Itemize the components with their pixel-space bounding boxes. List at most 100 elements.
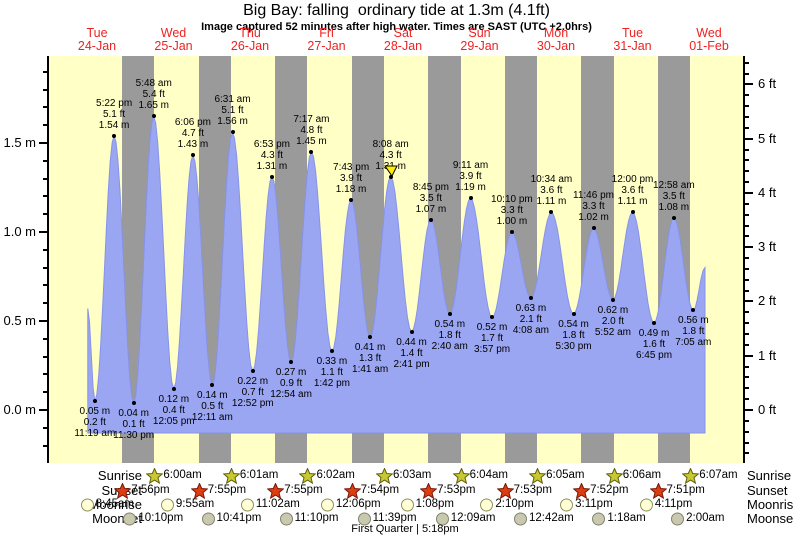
right-axis-tick [745,441,749,444]
astro-event-time: 7:51pm [666,484,705,496]
right-axis-tick [745,278,749,281]
tide-point-dot [250,368,255,373]
tide-point-dot [269,174,274,179]
right-axis-tick [745,267,749,270]
left-axis-tick [43,391,47,394]
left-axis-tick [39,409,47,411]
sunset-star-icon [496,483,514,499]
tide-point-dot [190,153,195,158]
tide-label-line: 1.65 m [138,100,170,112]
tide-label-line: 0.54 m [558,318,589,330]
chart-title: Big Bay: falling ordinary tide at 1.3m (… [243,2,550,19]
moonrise-circle-icon [560,498,574,512]
moonset-circle-icon [123,512,137,526]
tide-label-line: 1.07 m [415,203,447,215]
tide-point-dot [447,311,452,316]
tide-label-line: 1.18 m [335,183,367,195]
right-axis-tick-label: 1 ft [758,347,777,363]
day-date: 29-Jan [460,38,499,53]
tide-label-line: 3.6 ft [540,185,563,197]
astro-row-label-left: Sunrise [97,468,142,483]
right-axis-tick [745,398,749,401]
left-axis-tick [43,373,47,376]
right-axis-tick [745,181,749,184]
left-axis-tick [43,248,47,251]
tide-point-dot [691,308,696,313]
tide-label-line: 3.9 ft [459,171,482,183]
left-axis-tick [43,177,47,180]
tide-label-line: 11:30 pm [113,429,155,441]
tide-label-line: 3.3 ft [500,205,524,216]
tide-label-line: 8:45 pm [412,181,449,193]
tide-label-line: 4.3 ft [379,149,402,161]
tide-point-dot [309,149,314,154]
low-tide-label: 0.62 m 2.0 ft 5:52 am [571,305,655,338]
moonrise-circle-icon [320,498,334,512]
tide-label-line: 1.3 ft [358,353,382,365]
tide-point-dot [591,226,596,231]
chart-subtitle: Image captured 52 minutes after high wat… [201,21,592,33]
astro-event-time: 8:45am [95,498,134,510]
tide-label-line: 1.00 m [496,216,528,227]
tide-point-dot [652,320,657,325]
astro-event-time: 10:10pm [138,512,184,524]
tide-label-line: 1.43 m [177,139,209,151]
tide-point-dot [171,386,176,391]
tide-label-line: 3.5 ft [662,190,685,202]
tide-point-dot [490,315,495,320]
astro-event-time: 6:06am [622,469,662,481]
tide-label-line: 0.52 m [476,322,508,334]
astro-event-time: 10:41pm [216,512,262,524]
astro-event-time: 7:55pm [207,484,247,496]
left-axis-tick [43,70,47,73]
tide-point-dot [528,295,533,300]
tide-curve [87,114,706,434]
tide-point-dot [630,210,635,215]
day-date: 30-Jan [536,38,576,53]
tide-label-line: 0.49 m [638,327,670,339]
day-date: 31-Jan [613,38,652,53]
right-axis-tick [745,322,749,325]
astro-event-time: 9:55am [175,498,215,510]
tide-label-line: 12:54 am [270,388,312,400]
day-label: Thu 26-Jan [231,27,269,52]
right-axis-tick [745,224,749,227]
moon-phase-text: First Quarter | 5:18pm [351,523,459,535]
right-axis-tick [745,257,749,260]
tide-label-line: 0.63 m [515,302,547,314]
astro-event-time: 12:42am [528,512,574,524]
right-axis-tick [745,213,749,216]
left-axis-tick [43,124,47,127]
tide-label-line: 1:42 pm [313,378,350,390]
astro-event-time: 7:55pm [284,484,323,496]
right-axis-tick [745,300,753,303]
left-axis-tick [43,337,47,340]
day-name: Tue [86,26,108,40]
right-axis-tick-label: 5 ft [758,130,777,146]
tide-point-dot [368,335,373,340]
day-date: 24-Jan [77,38,117,53]
high-tide-label: 5:22 pm 5.1 ft 1.54 m [72,98,156,131]
right-axis-tick-label: 4 ft [758,184,777,200]
day-name: Sat [393,26,413,40]
tide-label-line: 3.9 ft [339,172,363,184]
astro-event-time: 6:02am [316,469,355,481]
sunrise-star-icon [452,468,470,484]
low-tide-label: 0.33 m 1.1 ft 1:42 pm [290,356,374,389]
right-axis-tick [745,365,749,368]
day-date: 28-Jan [383,38,423,53]
low-tide-label: 0.05 m 0.2 ft 11:19 am [53,406,137,439]
moonset-circle-icon [435,512,449,526]
right-axis-tick [745,126,749,129]
left-axis-tick [39,231,47,233]
right-axis-tick [745,387,749,390]
tide-label-line: 1.7 ft [480,333,504,345]
astro-event-time: 6:00am [163,469,202,481]
tide-label-line: 5:52 am [594,326,631,338]
right-axis-tick [745,343,749,346]
sunrise-star-icon [376,468,394,484]
tide-label-line: 4.3 ft [260,149,284,161]
tide-label-line: 0.2 ft [83,417,106,429]
high-tide-label: 7:17 am 4.8 ft 1.45 m [269,114,353,147]
tide-label-line: 5:22 pm [96,97,133,109]
